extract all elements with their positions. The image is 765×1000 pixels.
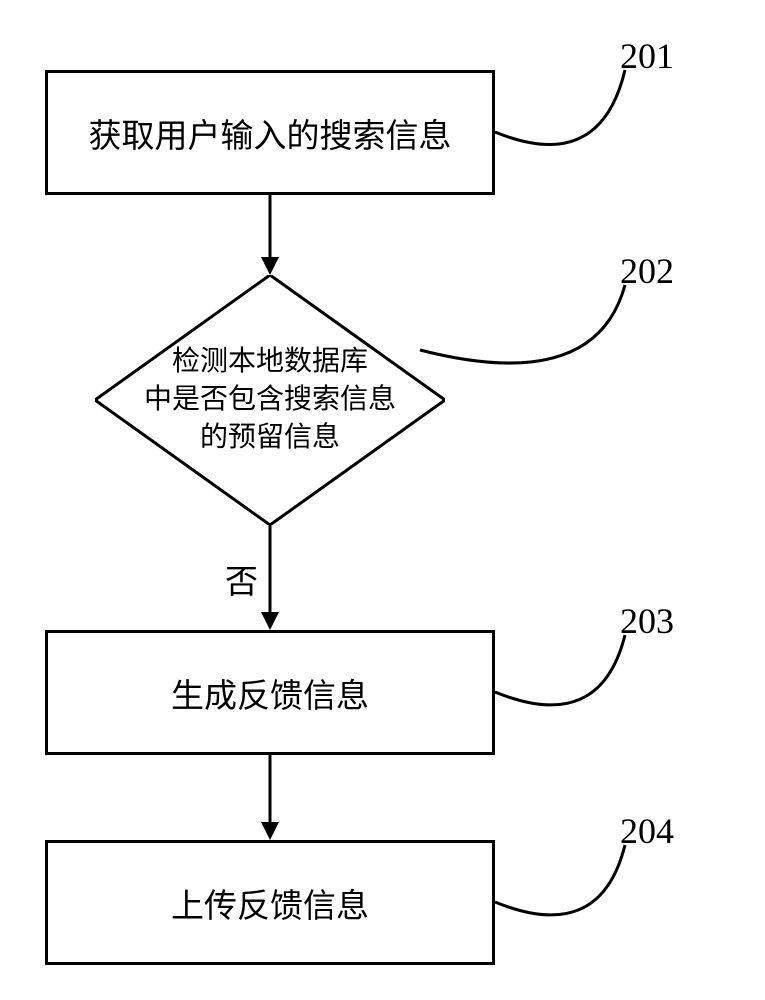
callout-204	[0, 0, 765, 1000]
flowchart-canvas: 获取用户输入的搜索信息 检测本地数据库 中是否包含搜索信息 的预留信息 生成反馈…	[0, 0, 765, 1000]
